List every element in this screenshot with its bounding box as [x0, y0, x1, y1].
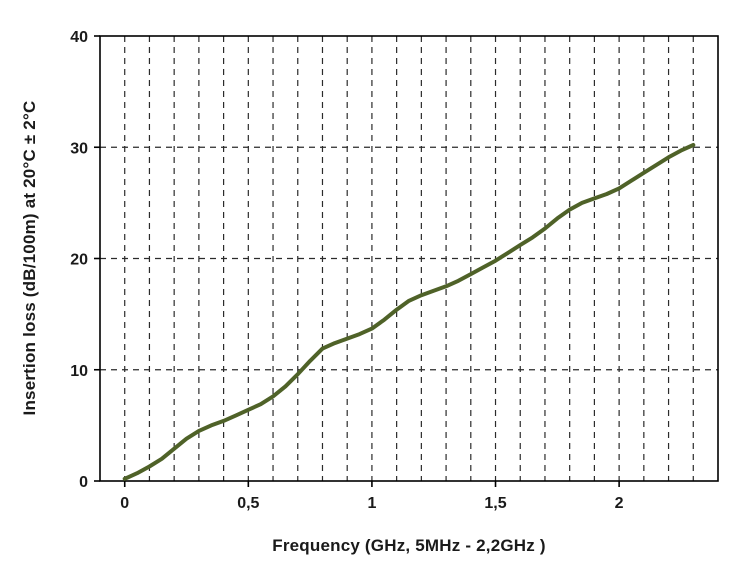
x-tick-label: 0: [120, 495, 129, 512]
y-tick-label: 10: [70, 363, 88, 380]
y-tick-label: 30: [70, 140, 88, 157]
x-tick-label: 1,5: [484, 495, 506, 512]
y-tick-label: 0: [79, 474, 88, 491]
y-tick-label: 40: [70, 29, 88, 46]
x-tick-label: 2: [615, 495, 624, 512]
x-tick-label: 1: [367, 495, 376, 512]
y-axis-title: Insertion loss (dB/100m) at 20°C ± 2°C: [20, 100, 39, 416]
x-axis-title: Frequency (GHz, 5MHz - 2,2GHz ): [272, 536, 546, 555]
y-tick-label: 20: [70, 252, 88, 269]
x-tick-label: 0,5: [237, 495, 259, 512]
series-line-insertion-loss: [122, 143, 696, 481]
